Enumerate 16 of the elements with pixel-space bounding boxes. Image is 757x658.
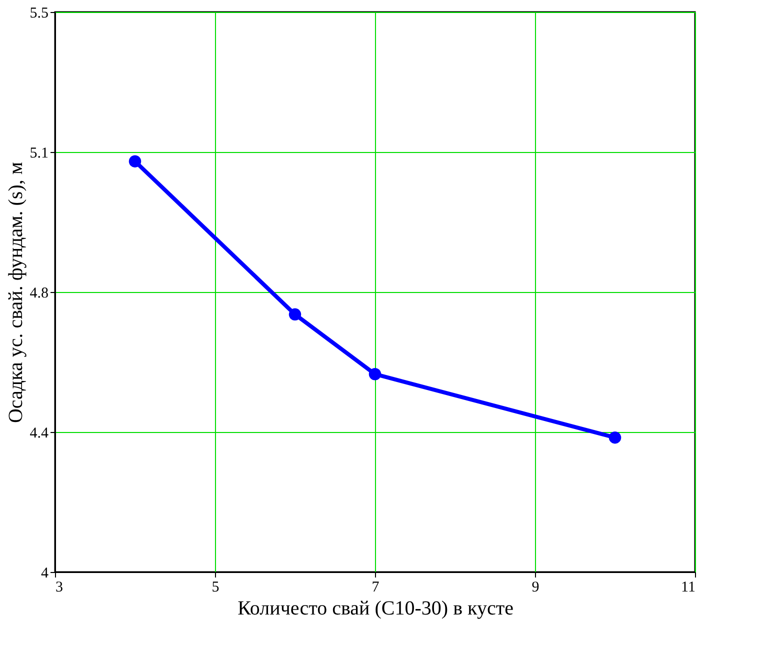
point [368,368,382,380]
y-tick-label: 5.5 [30,6,48,22]
x-tick-label: 5 [212,580,220,596]
x-tick-label: 7 [372,580,380,596]
y-tick-label: 4.4 [30,426,49,442]
y-tick-label: 4.8 [30,286,48,302]
x-tick-label: 3 [56,580,63,596]
point [608,431,622,444]
x-tick-label: 11 [681,580,696,596]
point [288,308,302,321]
y-tick-label: 5.1 [30,146,48,162]
point [128,155,142,168]
x-axis-title: Количесто свай (С10-30) в кусте [238,598,514,620]
x-tick-label: 9 [532,580,540,596]
y-axis-title: Осадка ус. свай. фундам. (s), м [4,162,27,424]
y-tick-label: 4 [41,566,49,582]
